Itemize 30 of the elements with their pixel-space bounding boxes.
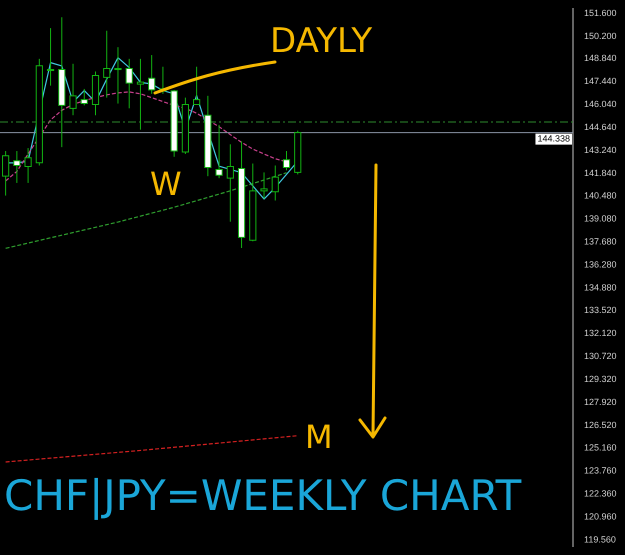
y-tick-label: 134.880 [584,282,617,293]
y-tick-label: 132.120 [584,328,617,338]
y-tick-label: 150.200 [584,30,617,41]
y-tick-label: 126.520 [584,420,617,430]
y-tick-label: 140.480 [584,190,617,201]
y-tick-label: 151.600 [584,8,617,18]
line-series [5,172,288,249]
y-tick-label: 148.840 [584,53,617,64]
y-tick-label: 143.240 [584,145,617,156]
ref-line-label: 144.338 [537,134,570,144]
y-tick-label: 139.080 [584,214,617,224]
y-tick-label: 147.440 [584,76,617,86]
y-tick-label: 141.840 [584,168,617,178]
y-tick-label: 123.760 [584,465,617,476]
y-tick-label: 125.160 [584,442,617,452]
y-tick-label: 136.280 [584,260,617,270]
y-tick-label: 144.640 [584,122,617,132]
y-tick-label: 129.320 [584,374,617,384]
y-tick-label: 120.960 [584,511,617,522]
annotation: DAYLY [270,21,372,61]
y-tick-label: 127.920 [584,396,617,407]
annotation: M [305,418,333,456]
y-tick-label: 137.680 [584,236,617,247]
y-tick-label: 133.520 [584,304,617,315]
annotation: CHF|JPY=WEEKLY CHART [4,471,522,520]
y-tick-label: 122.360 [584,488,617,498]
y-tick-label: 119.560 [584,534,616,544]
y-tick-label: 146.040 [584,99,617,110]
annotation: W [150,165,182,203]
y-tick-label: 130.720 [584,350,617,361]
